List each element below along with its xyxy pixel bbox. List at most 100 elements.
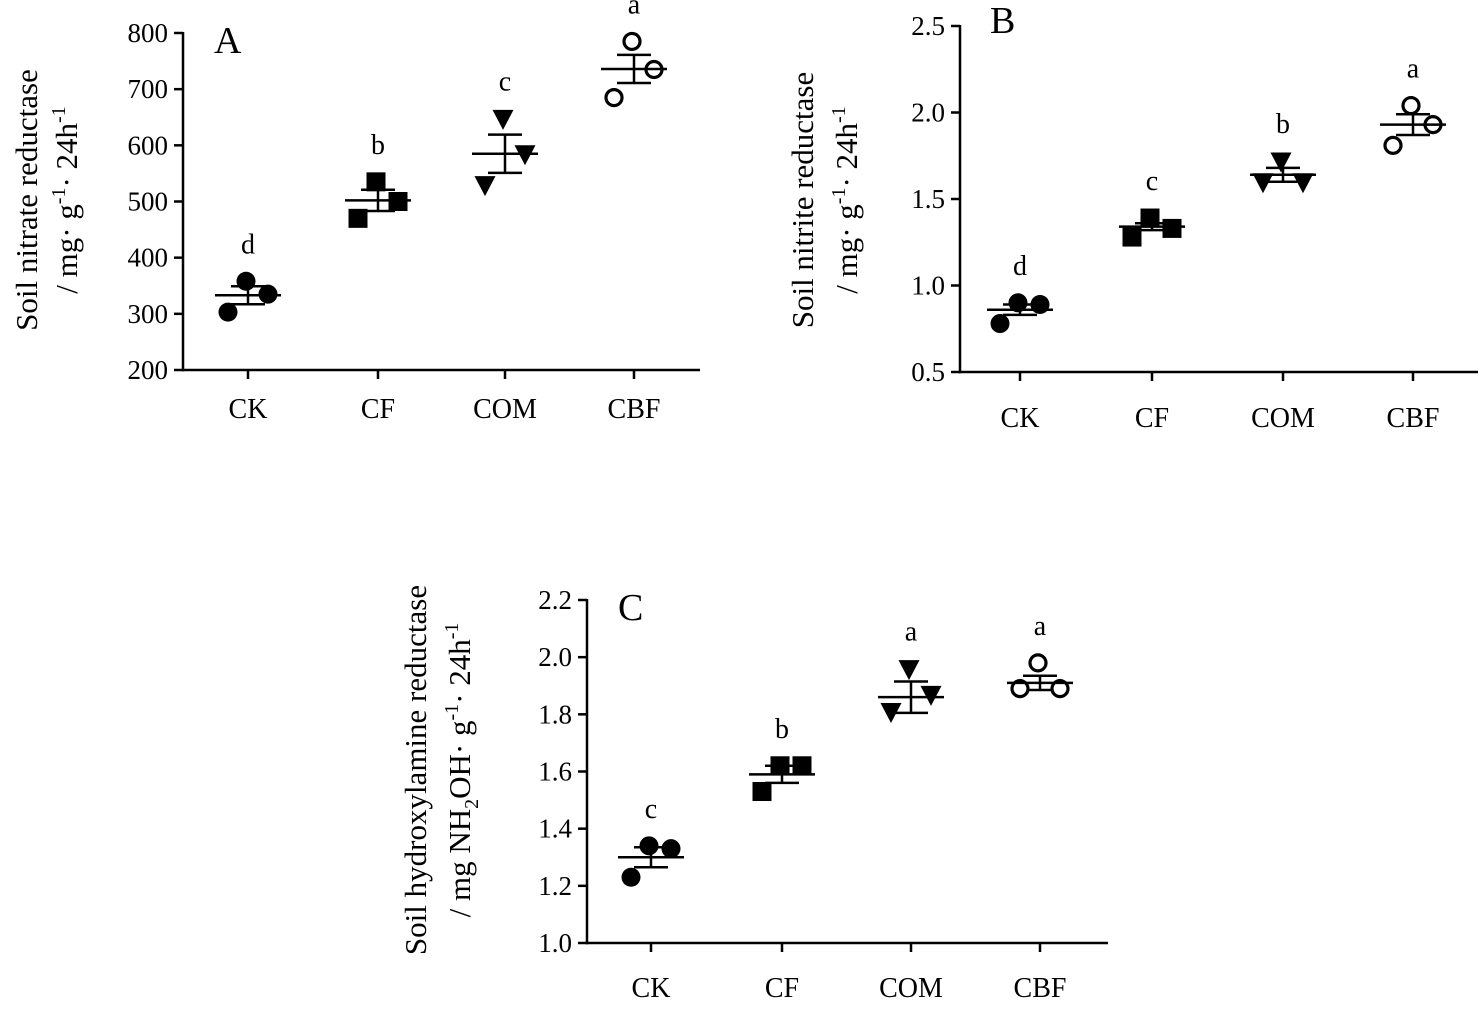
y-label-superscript: -1 xyxy=(48,188,70,205)
x-category-label: CF xyxy=(1135,403,1169,434)
data-point xyxy=(1050,679,1070,699)
x-category-label: CBF xyxy=(608,394,661,425)
data-point xyxy=(920,685,942,706)
y-tick-label: 1.6 xyxy=(538,757,572,787)
data-point xyxy=(1140,208,1160,228)
data-point xyxy=(1008,293,1028,313)
data-point xyxy=(1292,173,1314,194)
series-cf xyxy=(1119,208,1185,247)
y-label-superscript: -1 xyxy=(828,188,850,205)
series-ck xyxy=(987,293,1053,334)
x-category-label: CF xyxy=(361,394,395,425)
data-point xyxy=(752,782,772,802)
x-category-label: CBF xyxy=(1014,973,1067,1004)
y-label-superscript: -1 xyxy=(441,623,463,640)
data-point xyxy=(990,314,1010,334)
significance-letter: c xyxy=(1146,166,1158,197)
y-tick-label: 600 xyxy=(128,130,169,160)
significance-letter: d xyxy=(241,229,255,260)
data-point xyxy=(770,756,790,776)
data-point xyxy=(661,839,681,859)
y-tick-label: 2.0 xyxy=(538,642,572,672)
y-axis-label: Soil nitrite reductase / mg· g-1· 24h-1 xyxy=(785,72,864,329)
y-label-part: / mg· g xyxy=(49,204,84,294)
series-com xyxy=(1250,152,1316,194)
panel-label: B xyxy=(990,0,1015,42)
y-label-part: / mg· g xyxy=(829,204,864,294)
y-tick-label: 2.0 xyxy=(911,98,945,128)
significance-letter: a xyxy=(905,617,918,648)
x-category-label: CK xyxy=(1001,403,1040,434)
data-point xyxy=(1252,173,1274,194)
significance-letter: b xyxy=(775,714,789,745)
panel-b: 0.5 1.0 1.5 2.0 2.5 CK CF COM CBF Bd c b a Soil nitri… xyxy=(785,0,1478,434)
x-category-label: COM xyxy=(879,973,943,1004)
data-point xyxy=(348,208,368,228)
x-category-label: CK xyxy=(229,394,268,425)
series-cbf xyxy=(1380,95,1446,155)
significance-letter: d xyxy=(1013,251,1027,282)
y-axis-label-line1: Soil hydroxylamine reductase xyxy=(398,585,433,955)
data-point xyxy=(898,660,920,681)
x-category-label: COM xyxy=(473,394,537,425)
data-point xyxy=(880,702,902,723)
data-point xyxy=(1162,218,1182,238)
data-point xyxy=(366,172,386,192)
series-cf xyxy=(749,756,815,802)
significance-letter: a xyxy=(1407,54,1420,85)
data-point xyxy=(622,31,642,52)
y-tick-label: 1.8 xyxy=(538,699,572,729)
significance-letter: c xyxy=(645,794,657,825)
data-point xyxy=(514,145,536,166)
y-tick-label: 300 xyxy=(128,299,169,329)
significance-letter: a xyxy=(628,0,641,20)
y-tick-label: 1.4 xyxy=(538,814,572,844)
y-label-subscript: 2 xyxy=(461,799,483,809)
data-point xyxy=(1122,227,1142,247)
y-label-superscript: -1 xyxy=(441,704,463,721)
y-label-part: / mg NH xyxy=(442,809,477,918)
y-label-part: · 24h xyxy=(829,122,864,187)
y-axis-label-line1: Soil nitrate reductase xyxy=(9,69,44,331)
y-tick-label: 1.2 xyxy=(538,871,572,901)
y-tick-label: 700 xyxy=(128,74,169,104)
y-label-part: · 24h xyxy=(442,639,477,704)
x-category-label: CK xyxy=(632,973,671,1004)
y-tick-label: 200 xyxy=(128,355,169,385)
y-tick-label: 2.2 xyxy=(538,585,572,615)
data-point xyxy=(604,87,624,108)
y-label-part: OH· g xyxy=(442,721,477,799)
data-point xyxy=(1030,295,1050,315)
data-point xyxy=(1383,135,1403,155)
y-tick-label: 1.0 xyxy=(538,928,572,958)
x-category-label: CBF xyxy=(1387,403,1440,434)
data-point xyxy=(236,271,256,291)
series-cbf xyxy=(1007,653,1073,699)
y-label-superscript: -1 xyxy=(828,106,850,123)
y-label-part: · 24h xyxy=(49,122,84,187)
y-tick-label: 400 xyxy=(128,243,169,273)
significance-letter: b xyxy=(371,130,385,161)
y-axis-label-line1: Soil nitrite reductase xyxy=(785,72,820,329)
data-point xyxy=(492,109,514,130)
y-tick-label: 800 xyxy=(128,18,169,48)
x-category-label: CF xyxy=(765,973,799,1004)
x-category-label: COM xyxy=(1251,403,1315,434)
y-axis-label-line2: / mg NH2OH· g-1· 24h-1 xyxy=(441,623,483,918)
y-tick-label: 0.5 xyxy=(911,357,945,387)
data-point xyxy=(474,176,496,197)
data-point xyxy=(1270,152,1292,173)
y-axis-label: Soil nitrate reductase / mg· g-1· 24h-1 xyxy=(9,69,84,331)
data-point xyxy=(621,867,641,887)
panel-label: A xyxy=(214,20,242,62)
y-tick-label: 1.5 xyxy=(911,184,945,214)
y-tick-label: 2.5 xyxy=(911,11,945,41)
series-cbf xyxy=(601,31,667,108)
panel-c: 1.0 1.2 1.4 1.6 1.8 2.0 2.2 CK CF COM CBF Cc b a a Soil… xyxy=(398,585,1108,1004)
series-com xyxy=(472,109,538,197)
data-point xyxy=(1401,95,1421,116)
y-tick-label: 1.0 xyxy=(911,271,945,301)
series-ck xyxy=(618,836,684,887)
panel-a: 200 300 400 500 600 700 800 CK CF COM CBF Ad b c a Soil… xyxy=(9,0,700,425)
